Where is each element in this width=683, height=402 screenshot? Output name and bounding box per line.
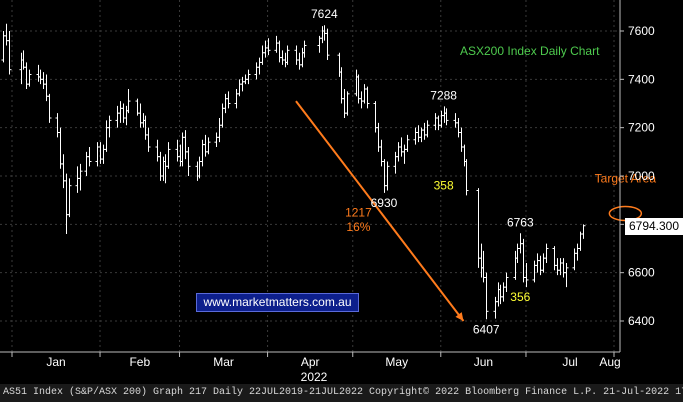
ohlc-bar	[7, 31, 12, 75]
y-tick-label: 7400	[628, 72, 655, 86]
website-label[interactable]: www.marketmatters.com.au	[196, 293, 359, 312]
trend-arrow-line	[295, 100, 465, 322]
ohlc-bar	[302, 40, 307, 58]
annotation-label: 6763	[507, 215, 534, 229]
chart-background	[0, 0, 683, 384]
y-tick-label: 6400	[628, 314, 655, 328]
ohlc-bar	[285, 45, 290, 65]
ohlc-bar	[544, 243, 549, 263]
ohlc-bar	[87, 147, 92, 167]
ohlc-bar	[126, 89, 131, 114]
chart-title: ASX200 Index Daily Chart	[460, 44, 600, 58]
annotation-label: 16%	[346, 220, 370, 234]
annotation-label: 358	[434, 179, 454, 193]
x-tick-label: May	[385, 355, 408, 369]
ohlc-bar	[405, 134, 410, 152]
ohlc-bar	[385, 161, 390, 191]
annotation-label: 356	[510, 290, 530, 304]
ohlc-bar	[345, 91, 350, 116]
ohlc-bar	[226, 91, 231, 109]
annotation-label: 7624	[311, 7, 338, 21]
y-tick-label: 7600	[628, 24, 655, 38]
annotation-label: 1217	[345, 205, 372, 219]
grid-lines	[0, 0, 620, 352]
ohlc-bar	[206, 137, 211, 155]
ohlc-bar	[365, 86, 370, 109]
ohlc-bar	[107, 115, 112, 138]
ohlc-bar	[484, 272, 489, 320]
x-tick-label: Apr	[301, 355, 320, 369]
annotation-label: 6930	[371, 196, 398, 210]
ohlc-bar	[425, 120, 430, 138]
ohlc-bar	[67, 178, 72, 218]
y-tick-label: 7200	[628, 121, 655, 135]
x-tick-label: Aug	[599, 355, 620, 369]
annotation-label: 6407	[473, 322, 500, 336]
ohlc-bar	[464, 159, 469, 196]
ohlc-bar	[504, 272, 509, 292]
y-tick-label: 7000	[628, 169, 655, 183]
last-price-label: 6794.300	[625, 218, 683, 235]
ohlc-bar	[27, 69, 32, 87]
ohlc-bar	[186, 147, 191, 176]
bloomberg-footer: AS51 Index (S&P/ASX 200) Graph 217 Daily…	[0, 384, 683, 402]
ohlc-bar	[564, 263, 569, 288]
ohlc-bars	[1, 23, 586, 320]
ohlc-bar	[47, 93, 52, 123]
ohlc-bar	[325, 28, 330, 60]
ohlc-bar	[581, 224, 586, 239]
ohlc-bar	[78, 163, 83, 191]
x-tick-label: Jun	[474, 355, 493, 369]
annotation-label: 7288	[430, 88, 457, 102]
annotation-label: Target Area	[595, 171, 657, 185]
ohlc-bar	[266, 38, 271, 56]
x-tick-label: Jul	[562, 355, 577, 369]
ohlc-bar	[246, 69, 251, 85]
ohlc-bar	[166, 142, 171, 169]
x-axis-label: 2022	[301, 370, 328, 384]
y-tick-label: 6600	[628, 266, 655, 280]
x-tick-label: Jan	[46, 355, 65, 369]
ohlc-bar	[524, 263, 529, 288]
ohlc-bar	[444, 108, 449, 126]
x-tick-label: Mar	[213, 355, 234, 369]
ohlc-bar	[146, 127, 151, 152]
trend-arrow-head	[455, 312, 464, 321]
x-tick-label: Feb	[129, 355, 150, 369]
